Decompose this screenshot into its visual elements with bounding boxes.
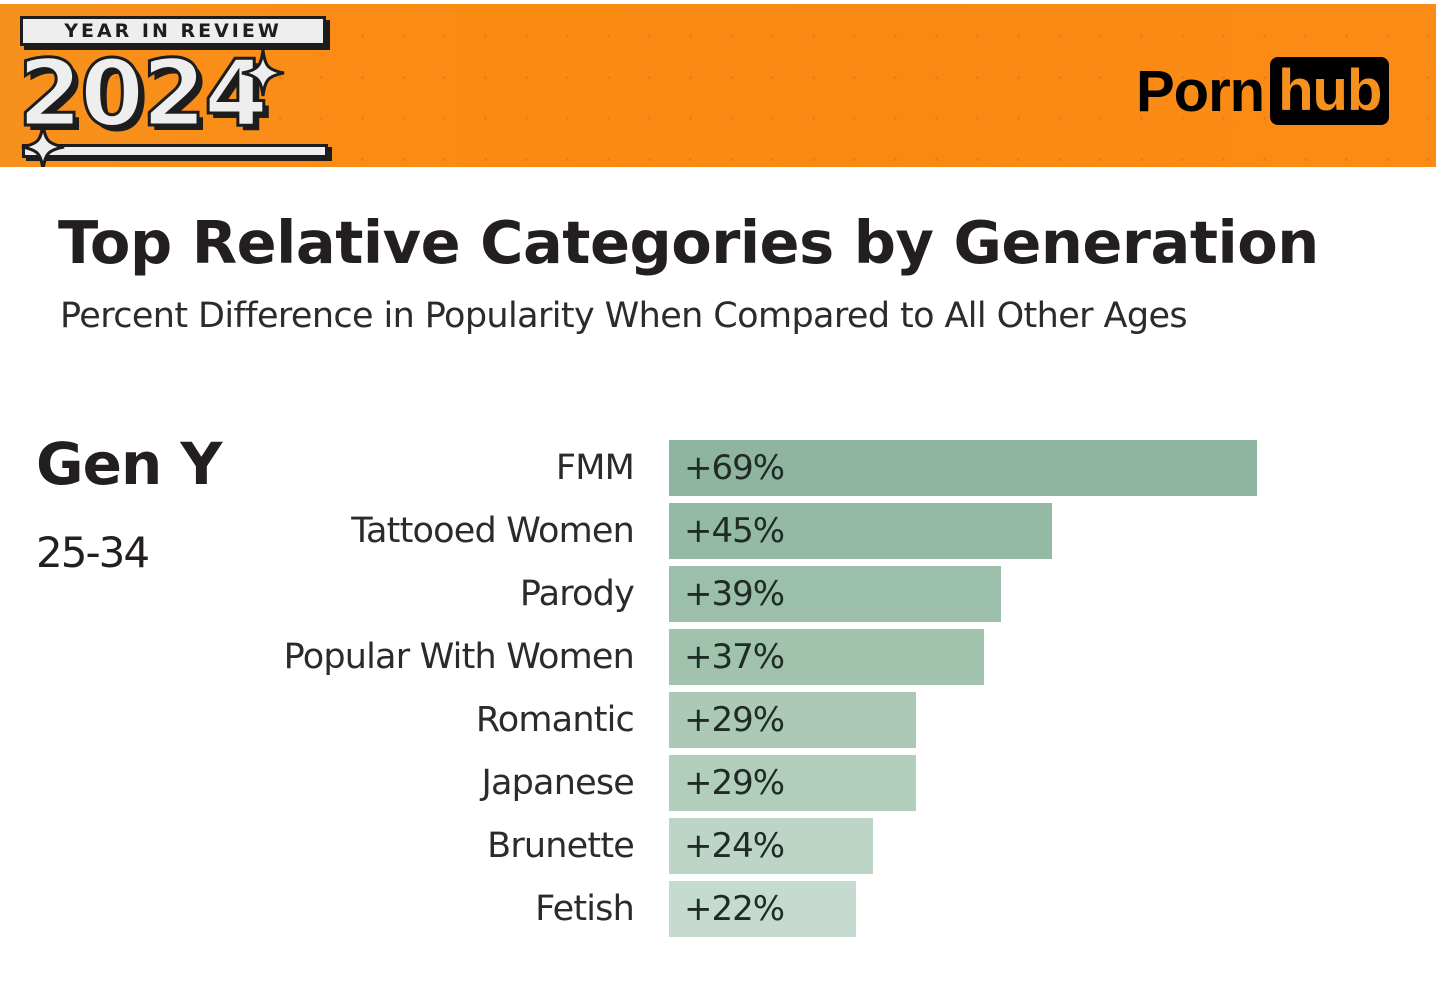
header-banner: YEAR IN REVIEW 2024 Porn hub: [0, 4, 1436, 167]
bar: +29%: [669, 692, 916, 748]
category-label: Brunette: [487, 826, 635, 866]
generation-age-range: 25-34: [36, 528, 150, 577]
bar: +22%: [669, 881, 856, 937]
bar-row: Fetish +22%: [0, 881, 1440, 937]
category-label: Parody: [519, 574, 635, 614]
bar-value-label: +45%: [684, 511, 785, 551]
sparkle-icon: [21, 123, 65, 167]
bar-row: Japanese +29%: [0, 755, 1440, 811]
chart-title: Top Relative Categories by Generation: [58, 208, 1319, 277]
bar-row: Popular With Women +37%: [0, 629, 1440, 685]
logo-text-right: hub: [1270, 57, 1390, 125]
category-label: Romantic: [475, 700, 635, 740]
bar-row: FMM +69%: [0, 440, 1440, 496]
bar: +29%: [669, 755, 916, 811]
category-label: Fetish: [535, 889, 635, 929]
logo-text-left: Porn: [1136, 58, 1265, 124]
category-label: Tattooed Women: [351, 511, 635, 551]
brand-logo: Porn hub: [1136, 56, 1390, 126]
year-in-review-badge: YEAR IN REVIEW 2024: [17, 14, 334, 167]
bar-value-label: +29%: [684, 700, 785, 740]
badge-year: 2024: [17, 40, 270, 147]
bar-value-label: +69%: [684, 448, 785, 488]
bar-value-label: +29%: [684, 763, 785, 803]
badge-underline: [22, 144, 328, 158]
category-label: Popular With Women: [283, 637, 635, 677]
bar: +39%: [669, 566, 1001, 622]
bar: +24%: [669, 818, 873, 874]
bar-row: Tattooed Women +45%: [0, 503, 1440, 559]
bar-value-label: +24%: [684, 826, 785, 866]
bar: +45%: [669, 503, 1052, 559]
sparkle-icon: [241, 49, 285, 97]
bar: +69%: [669, 440, 1257, 496]
badge-title: YEAR IN REVIEW: [20, 16, 326, 46]
bar-row: Brunette +24%: [0, 818, 1440, 874]
chart-subtitle: Percent Difference in Popularity When Co…: [60, 296, 1188, 336]
bar-value-label: +22%: [684, 889, 785, 929]
bar-value-label: +39%: [684, 574, 785, 614]
category-label: Japanese: [481, 763, 634, 803]
bar: +37%: [669, 629, 984, 685]
category-label: FMM: [555, 448, 635, 488]
bar-value-label: +37%: [684, 637, 785, 677]
bar-row: Romantic +29%: [0, 692, 1440, 748]
bar-row: Parody +39%: [0, 566, 1440, 622]
generation-name: Gen Y: [36, 430, 222, 498]
